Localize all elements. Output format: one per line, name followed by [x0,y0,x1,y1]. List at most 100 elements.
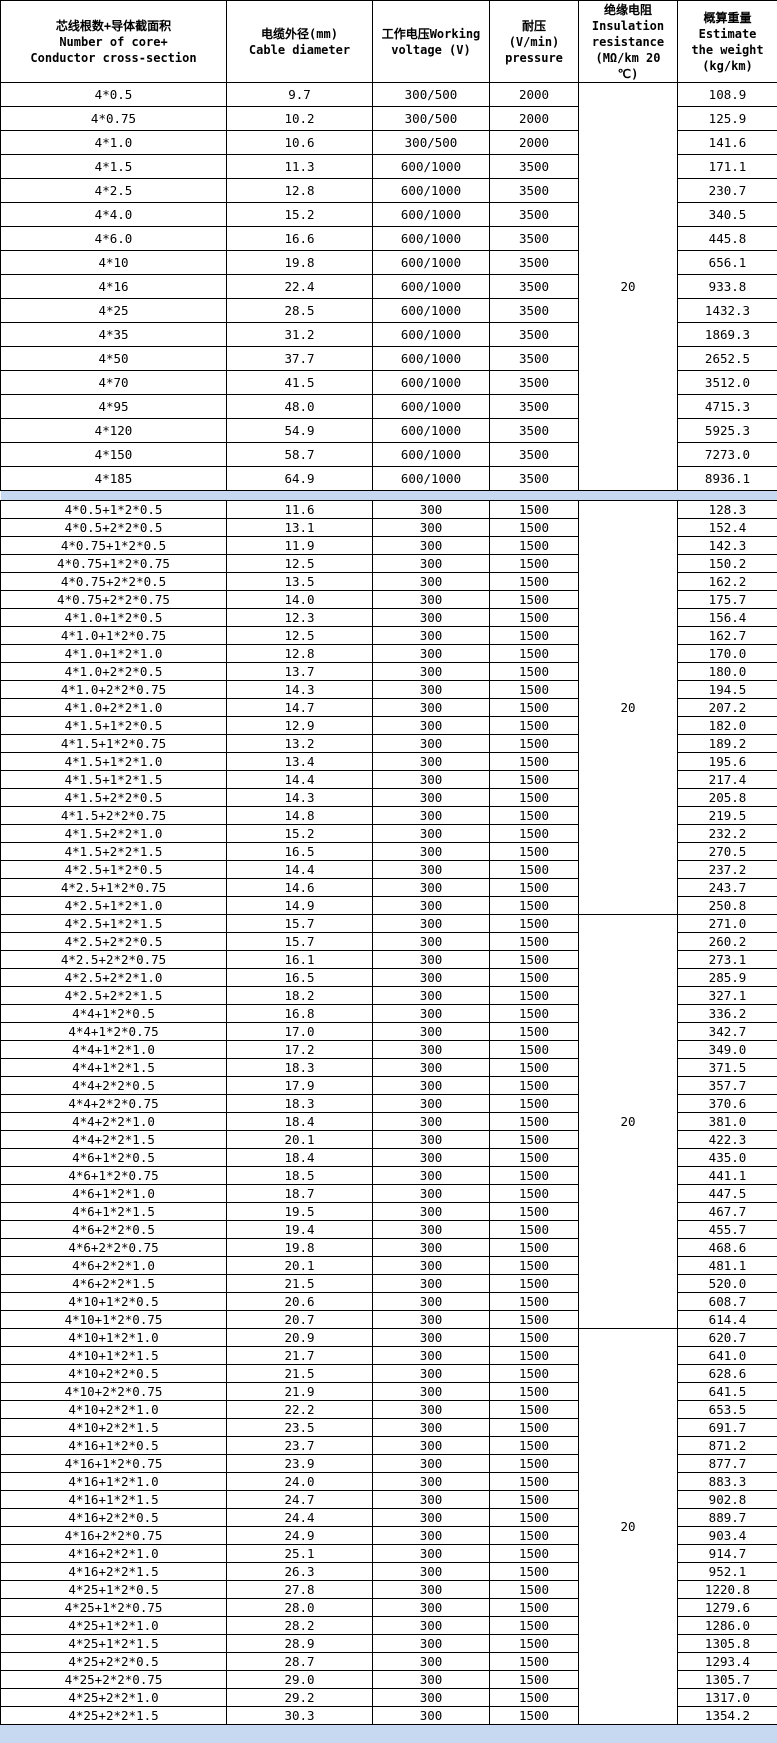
spec-cell: 4*0.75 [0,106,227,131]
spec-cell: 4*0.5+2*2*0.5 [0,518,227,537]
voltage-cell: 300 [372,662,490,681]
pressure-cell: 3500 [489,394,579,419]
header-text: (V/min) [508,34,560,49]
spec-cell: 4*1.0+1*2*0.75 [0,626,227,645]
weight-cell: 2652.5 [677,346,777,371]
voltage-cell: 300 [372,1166,490,1185]
weight-cell: 349.0 [677,1040,777,1059]
spec-cell: 4*10+2*2*1.5 [0,1418,227,1437]
separator-cell [0,490,777,501]
pressure-cell: 3500 [489,370,579,395]
diameter-cell: 18.4 [226,1112,373,1131]
spec-cell: 4*1.0+2*2*0.75 [0,680,227,699]
table-row: 4*2.5+2*2*0.75 16.1 300 1500 273.1 [0,950,777,969]
diameter-cell: 21.5 [226,1364,373,1383]
table-row: 4*16+2*2*1.5 26.3 300 1500 952.1 [0,1562,777,1581]
spec-cell: 4*0.75+1*2*0.5 [0,536,227,555]
voltage-cell: 300 [372,1688,490,1707]
spec-cell: 4*25 [0,298,227,323]
diameter-cell: 27.8 [226,1580,373,1599]
spec-cell: 4*6.0 [0,226,227,251]
table-row: 4*16+1*2*1.0 24.0 300 1500 883.3 [0,1472,777,1491]
voltage-cell: 300 [372,500,490,519]
voltage-cell: 300 [372,1202,490,1221]
diameter-cell: 28.0 [226,1598,373,1617]
table-row: 4*4+2*2*1.5 20.1 300 1500 422.3 [0,1130,777,1149]
voltage-cell: 300 [372,950,490,969]
diameter-cell: 23.9 [226,1454,373,1473]
diameter-cell: 64.9 [226,466,373,491]
weight-cell: 422.3 [677,1130,777,1149]
diameter-cell: 16.6 [226,226,373,251]
pressure-cell: 1500 [489,536,579,555]
pressure-cell: 1500 [489,932,579,951]
voltage-cell: 300 [372,680,490,699]
table-row: 4*95 48.0 600/1000 3500 4715.3 [0,394,777,419]
diameter-cell: 37.7 [226,346,373,371]
voltage-cell: 300 [372,572,490,591]
header-text: 耐压 [521,18,546,33]
pressure-cell: 1500 [489,1076,579,1095]
table-row: 4*2.5+2*2*0.5 15.7 300 1500 260.2 [0,932,777,951]
voltage-cell: 300 [372,1220,490,1239]
spec-cell: 4*4+2*2*0.5 [0,1076,227,1095]
voltage-cell: 300 [372,1112,490,1131]
diameter-cell: 16.5 [226,968,373,987]
header-text: Number of core+ [59,34,168,49]
pressure-cell: 1500 [489,734,579,753]
pressure-cell: 1500 [489,878,579,897]
voltage-cell: 300 [372,608,490,627]
pressure-cell: 1500 [489,914,579,933]
diameter-cell: 10.2 [226,106,373,131]
voltage-cell: 300 [372,698,490,717]
voltage-cell: 300 [372,770,490,789]
voltage-cell: 300 [372,1076,490,1095]
pressure-cell: 1500 [489,1310,579,1329]
weight-cell: 243.7 [677,878,777,897]
table-row: 4*0.5 9.7 300/500 2000 20 108.9 [0,82,777,491]
table-row: 4*25 28.5 600/1000 3500 1432.3 [0,298,777,323]
spec-cell: 4*4+1*2*1.5 [0,1058,227,1077]
weight-cell: 883.3 [677,1472,777,1491]
voltage-cell: 600/1000 [372,178,490,203]
table-row: 4*1.0 10.6 300/500 2000 141.6 [0,130,777,155]
spec-cell: 4*0.5+1*2*0.5 [0,500,227,519]
weight-cell: 327.1 [677,986,777,1005]
diameter-cell: 41.5 [226,370,373,395]
voltage-cell: 300 [372,878,490,897]
diameter-cell: 14.3 [226,680,373,699]
weight-cell: 1279.6 [677,1598,777,1617]
weight-cell: 1220.8 [677,1580,777,1599]
spec-cell: 4*35 [0,322,227,347]
voltage-cell: 300 [372,860,490,879]
weight-cell: 902.8 [677,1490,777,1509]
header-text: the weight [691,42,764,57]
table-row: 4*10+1*2*0.5 20.6 300 1500 608.7 [0,1292,777,1311]
table-row: 4*10+2*2*0.75 21.9 300 1500 641.5 [0,1382,777,1401]
pressure-cell: 1500 [489,644,579,663]
insulation-cell: 20 [578,914,678,1329]
voltage-cell: 300 [372,626,490,645]
voltage-cell: 600/1000 [372,418,490,443]
pressure-cell: 1500 [489,896,579,915]
diameter-cell: 14.7 [226,698,373,717]
pressure-cell: 1500 [489,626,579,645]
pressure-cell: 1500 [489,680,579,699]
weight-cell: 445.8 [677,226,777,251]
pressure-cell: 1500 [489,950,579,969]
header-insulation: 绝缘电阻 Insulation resistance (MΩ/km 20 ℃) [578,0,678,83]
header-text: (kg/km) [702,58,753,73]
spec-cell: 4*2.5+2*2*1.0 [0,968,227,987]
spec-cell: 4*16+1*2*1.5 [0,1490,227,1509]
voltage-cell: 300 [372,554,490,573]
diameter-cell: 21.5 [226,1274,373,1293]
voltage-cell: 600/1000 [372,154,490,179]
pressure-cell: 1500 [489,1418,579,1437]
pressure-cell: 1500 [489,1130,579,1149]
spec-cell: 4*4.0 [0,202,227,227]
spec-cell: 4*120 [0,418,227,443]
table-row: 4*6+1*2*1.0 18.7 300 1500 447.5 [0,1184,777,1203]
spec-cell: 4*25+1*2*1.0 [0,1616,227,1635]
pressure-cell: 1500 [489,500,579,519]
pressure-cell: 1500 [489,1544,579,1563]
